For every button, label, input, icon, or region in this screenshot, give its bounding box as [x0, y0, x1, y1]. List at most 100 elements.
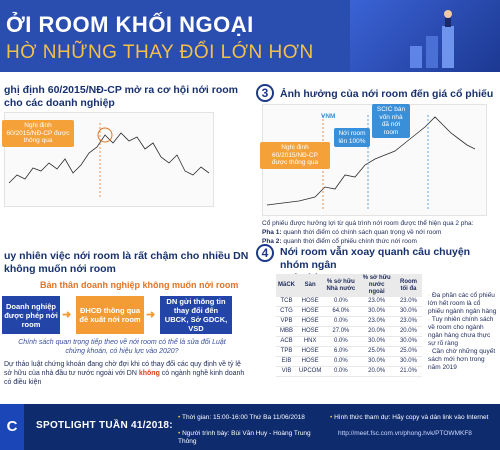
- table-cell: 30.0%: [394, 306, 422, 317]
- table-cell: 23.0%: [358, 316, 395, 327]
- footer: C SPOTLIGHT TUẦN 41/2018: • Thời gian: 1…: [0, 404, 500, 450]
- section1-title-line2: cho các doanh nghiệp: [4, 97, 115, 109]
- table-row: ACB HNX 0.0% 30.0% 30.0%: [276, 336, 422, 347]
- arrow-right-icon: ➜: [62, 309, 72, 321]
- brand-logo: C: [0, 404, 24, 450]
- table-cell: HOSE: [297, 316, 324, 327]
- callout-decree-passed-vnm: Nghị định 60/2015/NĐ-CP được thông qua: [260, 142, 330, 169]
- table-cell: 0.0%: [323, 366, 359, 377]
- table-body: TCB HOSE 0.0% 23.0% 23.0% CTG HOSE 64.0% 30.0% 30…: [276, 297, 422, 377]
- table-row: MBB HOSE 27.0% 20.0% 20.0%: [276, 326, 422, 337]
- phase1-note: Pha 1: quanh thời điểm có chính sách qua…: [262, 229, 498, 237]
- table-cell: 23.0%: [394, 316, 422, 327]
- table-row: TCB HOSE 0.0% 23.0% 23.0%: [276, 297, 422, 307]
- table-cell: 64.0%: [323, 306, 359, 317]
- phase1-label: Pha 1:: [262, 229, 282, 236]
- table-cell: 20.0%: [358, 366, 395, 377]
- table-cell: ACB: [276, 336, 298, 347]
- table-cell: HOSE: [297, 356, 324, 367]
- event-time-text: Thời gian: 15:00-16:00 Thứ Ba 11/06/2018: [181, 414, 305, 421]
- section3-number-badge: 3: [256, 84, 274, 102]
- table-row: VIB UPCOM 0.0% 20.0% 21.0%: [276, 366, 422, 377]
- table-header-cell: MãCK: [276, 274, 298, 297]
- event-presenter: • Người trình bày: Bùi Văn Huy - Hoàng T…: [178, 430, 311, 445]
- section3-title: Ảnh hưởng của nới room đến giá cổ phiếu: [280, 88, 494, 100]
- table-cell: 6.0%: [323, 346, 359, 357]
- draft-law-line2: sở hữu của nhà đầu tư nước ngoài với DN …: [4, 369, 250, 378]
- phase-intro-note: Cổ phiếu được hưởng lợi từ quá trình nới…: [262, 220, 474, 227]
- bank-note-1: · Đa phần các cổ phiếu lớn hết room là c…: [428, 292, 497, 315]
- step-box-notify: DN gửi thông tin thay đổi đến UBCK, Sở G…: [160, 296, 232, 334]
- businessman-illustration: [410, 10, 454, 68]
- table-cell: 0.0%: [323, 356, 359, 367]
- chart-vnm-price-svg: [266, 115, 476, 210]
- table-cell: VIB: [276, 366, 298, 377]
- table-cell: 20.0%: [358, 326, 395, 337]
- table-cell: 0.0%: [323, 297, 359, 307]
- phase1-text: quanh thời điểm có chính sách quan trọng…: [283, 229, 442, 236]
- draft-law-emphasis: không: [138, 370, 160, 377]
- callout-scic-sale: SCIC bán vốn nhà đã nới room: [372, 104, 410, 138]
- section1-title: ghị định 60/2015/NĐ-CP mở ra cơ hội nới …: [4, 84, 238, 110]
- section2-title-line2: không muốn nới room: [4, 263, 116, 275]
- table-cell: 25.0%: [394, 346, 422, 357]
- table-header-cell: Room tối đa: [394, 274, 422, 297]
- bank-note-3: · Cần chờ những quyết sách mới hơn trong…: [428, 348, 496, 371]
- draft-law-text-a: sở hữu của nhà đầu tư nước ngoài với DN: [4, 370, 139, 377]
- meeting-link[interactable]: http://meet.fsc.com.vn/phong.hvk/PTOWMKF…: [338, 430, 472, 437]
- table-cell: VPB: [276, 316, 298, 327]
- table-cell: 30.0%: [358, 306, 395, 317]
- table-cell: 23.0%: [394, 297, 422, 307]
- draft-law-line3: có điều kiện: [4, 379, 42, 386]
- table-cell: HOSE: [297, 326, 324, 337]
- table-header-row: MãCK Sàn% sở hữu Nhà nước% sở hữu nước ng…: [276, 274, 422, 297]
- phase2-text: quanh thời điểm cổ phiếu chính thức nới …: [283, 238, 417, 245]
- spotlight-title: SPOTLIGHT TUẦN 41/2018:: [36, 420, 173, 431]
- step-box-allowed: Doanh nghiệp được phép nới room: [2, 296, 60, 334]
- table-cell: 0.0%: [323, 316, 359, 327]
- bank-note-3-text: Cần chờ những quyết sách mới hơn trong n…: [428, 348, 496, 371]
- table-cell: UPCOM: [297, 366, 324, 377]
- page-subtitle: HỜ NHỮNG THAY ĐỔI LỚN HƠN: [6, 42, 314, 63]
- table-cell: TCB: [276, 297, 298, 307]
- table-cell: 20.0%: [394, 326, 422, 337]
- table-cell: TPB: [276, 346, 298, 357]
- section2-title-line1: uy nhiên việc nới room là rất chậm cho n…: [4, 250, 249, 262]
- callout-decree-passed: Nghị định 60/2015/NĐ-CP được thông qua: [2, 120, 74, 147]
- event-time: • Thời gian: 15:00-16:00 Thứ Ba 11/06/20…: [178, 414, 305, 421]
- chart-market-index-svg: [8, 123, 210, 198]
- table-header-cell: Sàn: [297, 274, 324, 297]
- bank-note-2-text: Tuy nhiên chính sách về room cho ngành n…: [428, 316, 494, 347]
- event-presenter-text: Người trình bày: Bùi Văn Huy - Hoàng Tru…: [178, 430, 311, 445]
- section2-title: uy nhiên việc nới room là rất chậm cho n…: [4, 250, 248, 276]
- table-cell: 0.0%: [323, 336, 359, 347]
- table-cell: MBB: [276, 326, 298, 337]
- table-row: EIB HOSE 0.0% 30.0% 30.0%: [276, 356, 422, 367]
- draft-law-line1: Dự thảo luật chứng khoán đang chờ đợi kh…: [4, 361, 241, 368]
- table-cell: CTG: [276, 306, 298, 317]
- table-cell: HNX: [297, 336, 324, 347]
- event-register: • Hình thức tham dự: Hãy copy và dán lin…: [330, 414, 489, 421]
- callout-room-100: Nới room lên 100%: [334, 128, 370, 147]
- table-cell: 25.0%: [358, 346, 395, 357]
- draft-law-note: Dự thảo luật chứng khoán đang chờ đợi kh…: [4, 360, 250, 387]
- header-banner: ỞI ROOM KHỐI NGOẠI HỜ NHỮNG THAY ĐỔI LỚN…: [0, 0, 500, 72]
- bank-note-2: · Tuy nhiên chính sách về room cho ngành…: [428, 316, 494, 347]
- policy-question: Chính sách quan trọng tiếp theo về nới r…: [18, 339, 226, 355]
- table-row: TPB HOSE 6.0% 25.0% 25.0%: [276, 346, 422, 357]
- table-cell: 30.0%: [358, 356, 395, 367]
- arrow-right-icon: ➜: [146, 309, 156, 321]
- bank-note-1-text: Đa phần các cổ phiếu lớn hết room là cổ …: [428, 292, 497, 315]
- phase2-note: Pha 2: quanh thời điểm cổ phiếu chính th…: [262, 238, 498, 246]
- table-cell: 30.0%: [358, 336, 395, 347]
- table-cell: 27.0%: [323, 326, 359, 337]
- page-title: ỞI ROOM KHỐI NGOẠI: [6, 12, 254, 37]
- table-cell: EIB: [276, 356, 298, 367]
- table-cell: HOSE: [297, 306, 324, 317]
- bank-room-table: MãCK Sàn% sở hữu Nhà nước% sở hữu nước ng…: [276, 274, 422, 377]
- chart-ticker-label: VNM: [321, 113, 336, 120]
- table-cell: HOSE: [297, 346, 324, 357]
- step-box-agm-approve: ĐHCĐ thông qua đề xuất nới room: [76, 296, 144, 334]
- table-cell: HOSE: [297, 297, 324, 307]
- table-header-cell: % sở hữu Nhà nước: [323, 274, 359, 297]
